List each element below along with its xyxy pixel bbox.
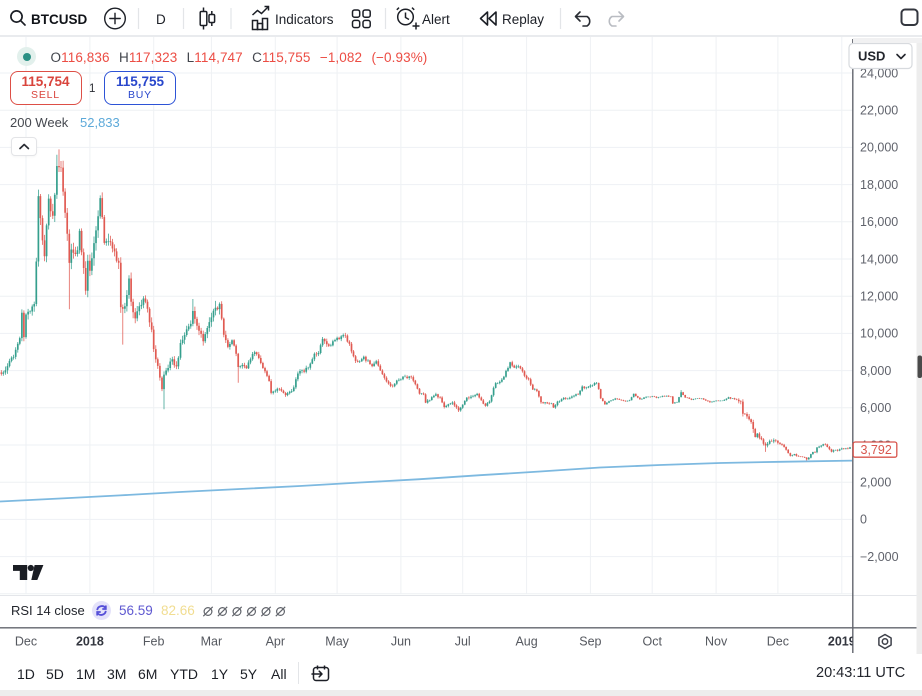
svg-text:Mar: Mar — [201, 635, 223, 649]
svg-text:12,000: 12,000 — [860, 290, 898, 304]
svg-text:Jun: Jun — [391, 635, 411, 649]
svg-text:2018: 2018 — [76, 635, 104, 649]
svg-text:Jul: Jul — [455, 635, 471, 649]
svg-text:USD: USD — [858, 49, 885, 64]
svg-text:Dec: Dec — [15, 635, 37, 649]
svg-text:−2,000: −2,000 — [860, 550, 899, 564]
svg-text:Dec: Dec — [767, 635, 789, 649]
svg-text:20,000: 20,000 — [860, 141, 898, 155]
svg-text:24,000: 24,000 — [860, 66, 898, 80]
svg-text:Aug: Aug — [515, 635, 537, 649]
svg-text:May: May — [325, 635, 349, 649]
svg-text:Sep: Sep — [579, 635, 601, 649]
svg-text:18,000: 18,000 — [860, 178, 898, 192]
svg-text:Nov: Nov — [705, 635, 728, 649]
svg-text:10,000: 10,000 — [860, 327, 898, 341]
svg-text:2,000: 2,000 — [860, 476, 891, 490]
svg-text:16,000: 16,000 — [860, 215, 898, 229]
svg-text:2019: 2019 — [828, 635, 856, 649]
svg-text:8,000: 8,000 — [860, 364, 891, 378]
svg-text:Oct: Oct — [642, 635, 662, 649]
svg-text:22,000: 22,000 — [860, 104, 898, 118]
svg-text:14,000: 14,000 — [860, 252, 898, 266]
svg-text:0: 0 — [860, 513, 867, 527]
svg-text:3,792: 3,792 — [861, 443, 892, 457]
svg-text:6,000: 6,000 — [860, 401, 891, 415]
svg-text:Apr: Apr — [266, 635, 285, 649]
svg-text:Feb: Feb — [143, 635, 165, 649]
